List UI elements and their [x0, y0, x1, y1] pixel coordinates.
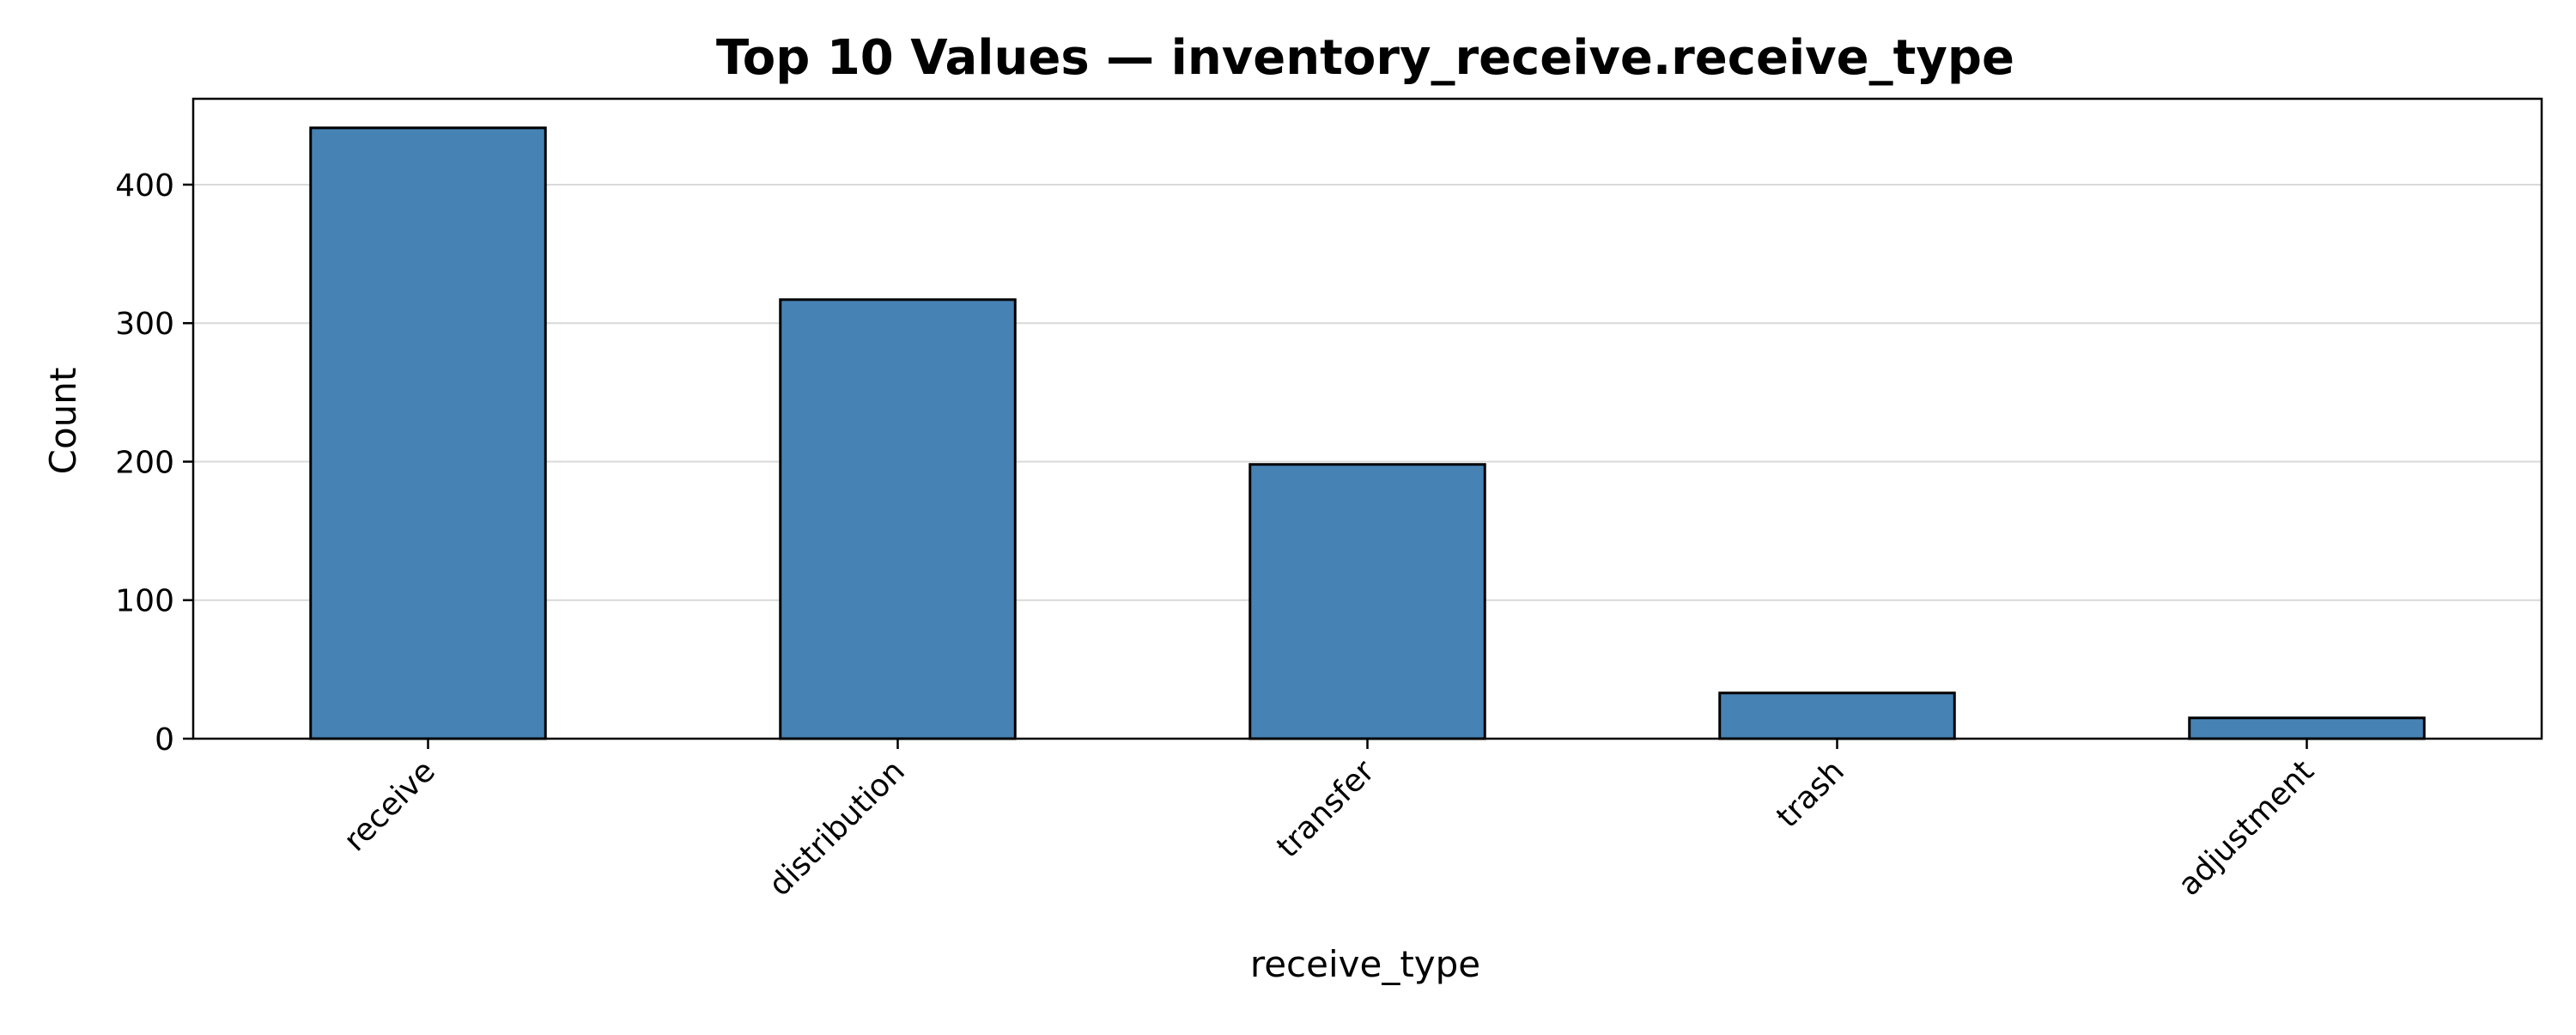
y-tick-label: 200	[115, 445, 174, 480]
y-axis-label: Count	[42, 368, 84, 475]
y-tick-label: 300	[115, 307, 174, 342]
x-axis-ticks: receive distribution transfer trash adjustme…	[337, 739, 2321, 903]
bars	[309, 126, 2426, 740]
x-axis-label: receive_type	[1250, 943, 1480, 985]
y-tick-label: 0	[155, 722, 174, 758]
y-axis-ticks: 0 100 200 300 400	[115, 168, 193, 758]
x-tick-label: adjustment	[2172, 753, 2321, 903]
bar-distribution	[779, 298, 1017, 740]
x-tick-label: transfer	[1270, 753, 1382, 865]
y-tick-label: 100	[115, 584, 174, 619]
x-tick-label: trash	[1770, 753, 1850, 834]
bar-adjustment	[2188, 716, 2426, 740]
bar-transfer	[1249, 463, 1486, 740]
x-tick-label: receive	[337, 753, 442, 858]
chart-title: Top 10 Values — inventory_receive.receiv…	[716, 30, 2014, 86]
x-tick-label: distribution	[762, 753, 912, 903]
bar-trash	[1718, 691, 1956, 740]
y-tick-label: 400	[115, 168, 174, 204]
bar-receive	[309, 126, 547, 740]
